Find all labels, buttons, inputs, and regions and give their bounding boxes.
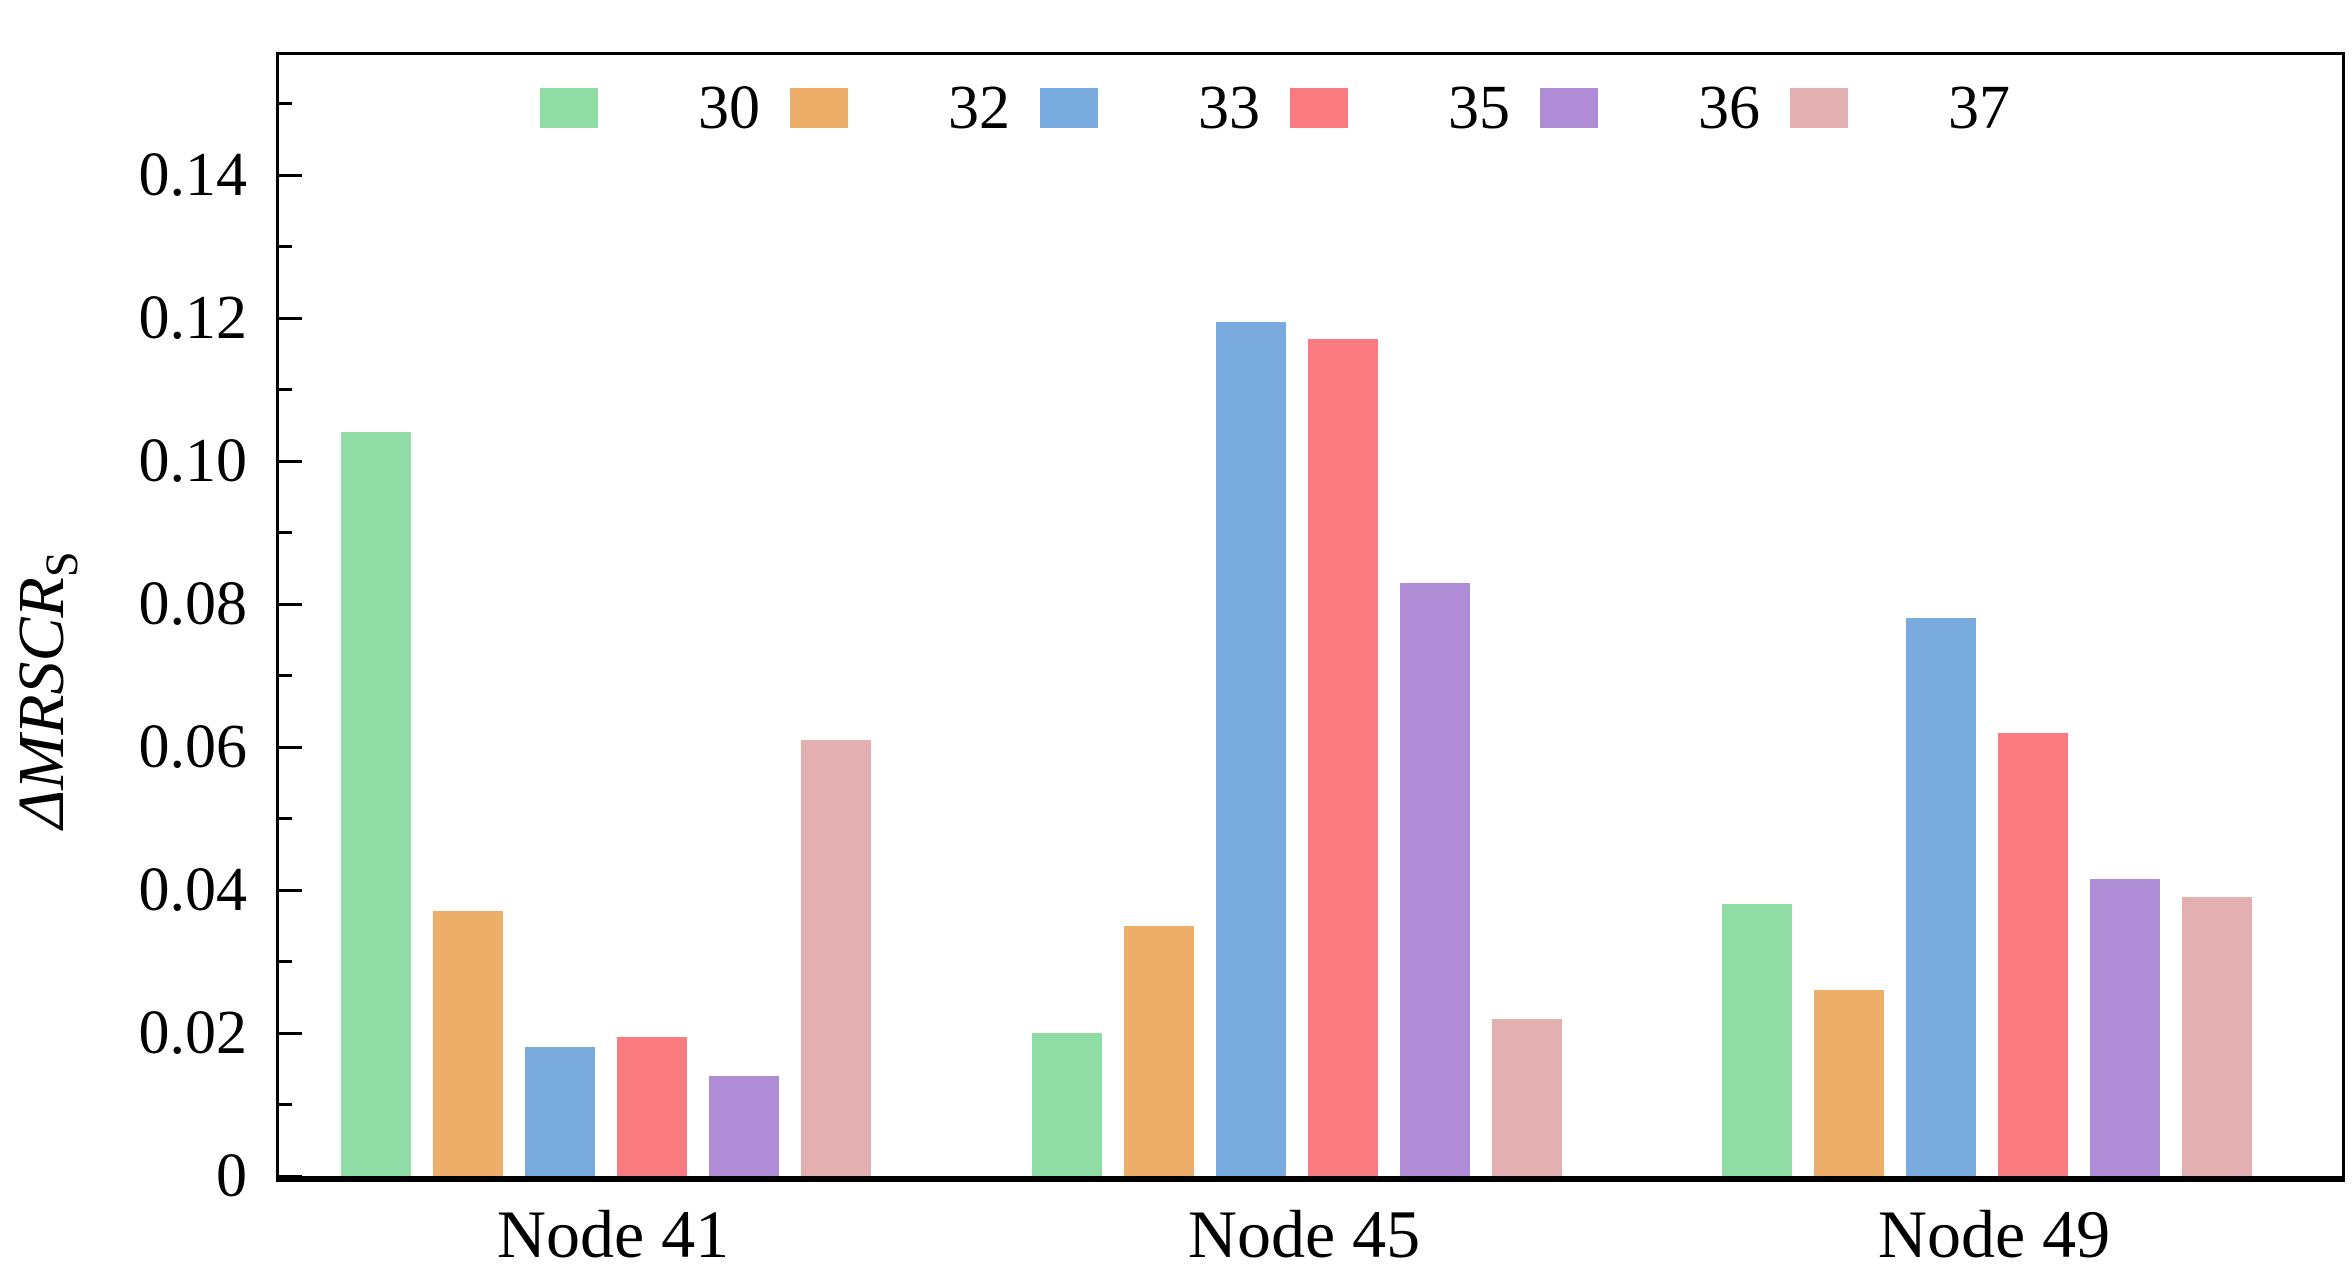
legend-label-32: 32 [948, 74, 1010, 142]
y-axis-label-delta: Δ [4, 789, 78, 829]
legend-label-36: 36 [1698, 74, 1760, 142]
bar-node-45-series-30 [1032, 1033, 1102, 1176]
bar-node-41-series-36 [709, 1076, 779, 1176]
legend-label-37: 37 [1948, 74, 2010, 142]
legend-label-30: 30 [698, 74, 760, 142]
bar-node-45-series-37 [1492, 1019, 1562, 1176]
bar-node-49-series-37 [2182, 897, 2252, 1176]
bar-node-49-series-35 [1998, 733, 2068, 1176]
y-major-tick [279, 603, 302, 606]
bar-node-49-series-33 [1906, 618, 1976, 1176]
y-major-tick [279, 1175, 302, 1178]
y-tick-label: 0.06 [138, 713, 248, 781]
y-tick-label: 0.08 [138, 570, 248, 638]
y-tick-label: 0.04 [138, 856, 248, 924]
y-tick-label: 0.12 [138, 284, 248, 352]
legend-swatch-36 [1540, 88, 1598, 128]
bar-node-41-series-30 [341, 432, 411, 1176]
y-minor-tick [279, 817, 292, 820]
y-minor-tick [279, 1103, 292, 1106]
legend-label-33: 33 [1198, 74, 1260, 142]
y-tick-label: 0.10 [138, 427, 248, 495]
y-minor-tick [279, 245, 292, 248]
bar-node-45-series-36 [1400, 583, 1470, 1176]
y-tick-label: 0.14 [138, 141, 248, 209]
y-major-tick [279, 889, 302, 892]
legend-swatch-33 [1040, 88, 1098, 128]
bar-node-45-series-35 [1308, 339, 1378, 1176]
bar-node-41-series-32 [433, 911, 503, 1176]
y-minor-tick [279, 674, 292, 677]
bar-node-49-series-32 [1814, 990, 1884, 1176]
legend-swatch-37 [1790, 88, 1848, 128]
x-category-label: Node 41 [496, 1196, 730, 1272]
y-minor-tick [279, 388, 292, 391]
x-category-label: Node 45 [1187, 1196, 1421, 1272]
legend-swatch-30 [540, 88, 598, 128]
legend-swatch-35 [1290, 88, 1348, 128]
y-major-tick [279, 317, 302, 320]
y-minor-tick [279, 960, 292, 963]
plot-border [276, 52, 2345, 1182]
bar-node-45-series-32 [1124, 926, 1194, 1176]
legend-label-35: 35 [1448, 74, 1510, 142]
bar-node-41-series-35 [617, 1037, 687, 1176]
y-minor-tick [279, 102, 292, 105]
y-minor-tick [279, 531, 292, 534]
y-major-tick [279, 174, 302, 177]
y-major-tick [279, 746, 302, 749]
y-tick-label: 0.02 [138, 999, 248, 1067]
bar-node-49-series-36 [2090, 879, 2160, 1176]
y-tick-label: 0 [216, 1142, 247, 1210]
bar-node-45-series-33 [1216, 322, 1286, 1176]
legend-swatch-32 [790, 88, 848, 128]
bar-node-49-series-30 [1722, 904, 1792, 1176]
x-category-label: Node 49 [1877, 1196, 2111, 1272]
bar-node-41-series-37 [801, 740, 871, 1176]
y-major-tick [279, 460, 302, 463]
y-major-tick [279, 1032, 302, 1035]
bar-node-41-series-33 [525, 1047, 595, 1176]
